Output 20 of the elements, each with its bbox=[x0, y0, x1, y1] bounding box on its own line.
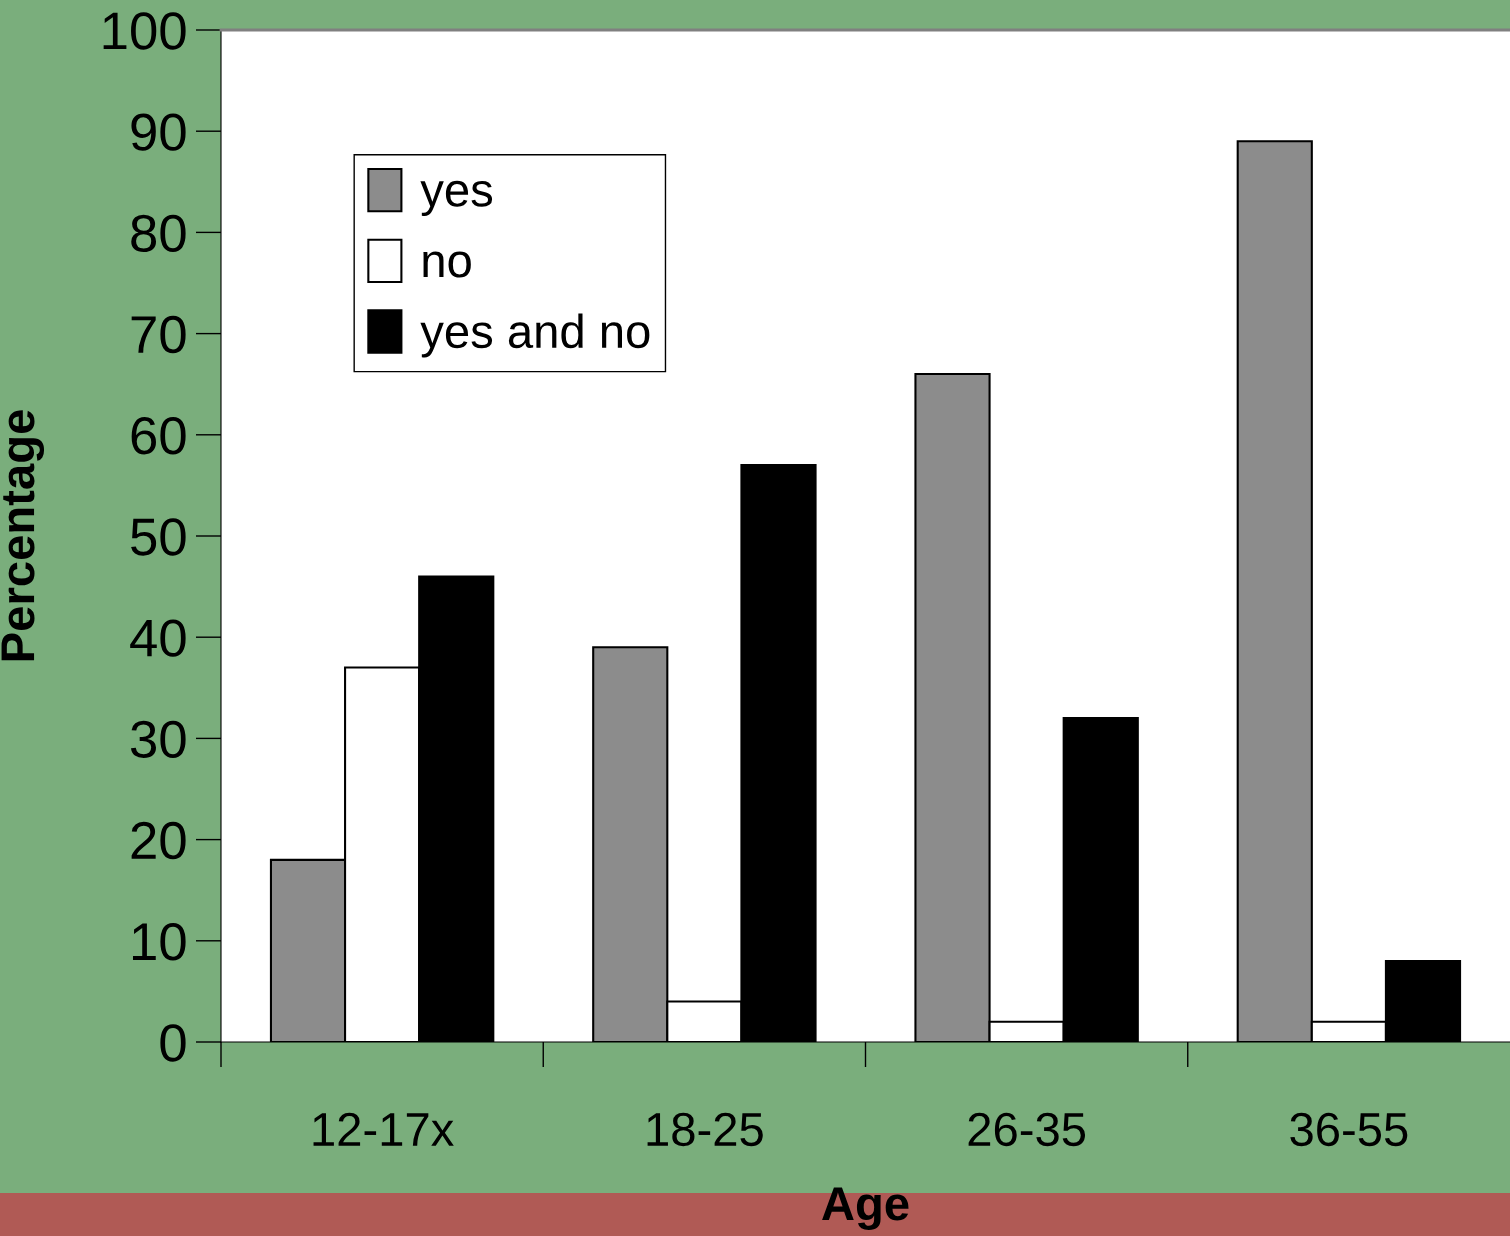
x-tick-label: 18-25 bbox=[647, 1112, 763, 1147]
y-tick-label: 100 bbox=[103, 12, 186, 50]
y-tick-label: 50 bbox=[131, 518, 186, 556]
y-axis-title: Percentage bbox=[1, 410, 45, 661]
legend-label: no bbox=[423, 251, 471, 278]
y-tick-label: 90 bbox=[131, 113, 186, 151]
legend-label: yes bbox=[420, 180, 493, 217]
y-tick-label: 40 bbox=[130, 619, 186, 657]
legend-label: yes and no bbox=[420, 313, 650, 358]
y-tick-label: 70 bbox=[131, 315, 186, 354]
x-axis-title: Age bbox=[822, 1187, 909, 1231]
y-tick-label: 0 bbox=[160, 1024, 186, 1062]
x-tick-label: 12-17x bbox=[313, 1112, 454, 1146]
x-tick-label: 36-55 bbox=[1290, 1112, 1408, 1147]
y-tick-label: 30 bbox=[130, 720, 186, 759]
y-tick-label: 20 bbox=[131, 821, 186, 860]
x-tick-label: 26-35 bbox=[968, 1112, 1086, 1147]
y-tick-label: 10 bbox=[132, 923, 186, 961]
y-tick-label: 80 bbox=[131, 214, 186, 253]
y-tick-label: 60 bbox=[131, 417, 186, 455]
